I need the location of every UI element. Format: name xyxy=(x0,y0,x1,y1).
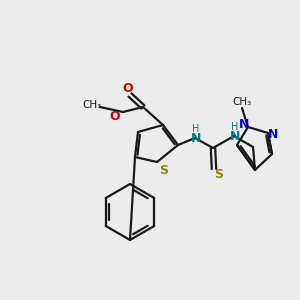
Text: O: O xyxy=(110,110,120,122)
Text: N: N xyxy=(239,118,249,131)
Text: S: S xyxy=(160,164,169,176)
Text: H: H xyxy=(231,122,239,132)
Text: O: O xyxy=(123,82,133,95)
Text: N: N xyxy=(268,128,278,142)
Text: N: N xyxy=(191,133,201,146)
Text: S: S xyxy=(214,167,224,181)
Text: N: N xyxy=(230,130,240,143)
Text: H: H xyxy=(192,124,200,134)
Text: CH₃: CH₃ xyxy=(82,100,102,110)
Text: CH₃: CH₃ xyxy=(232,97,252,107)
